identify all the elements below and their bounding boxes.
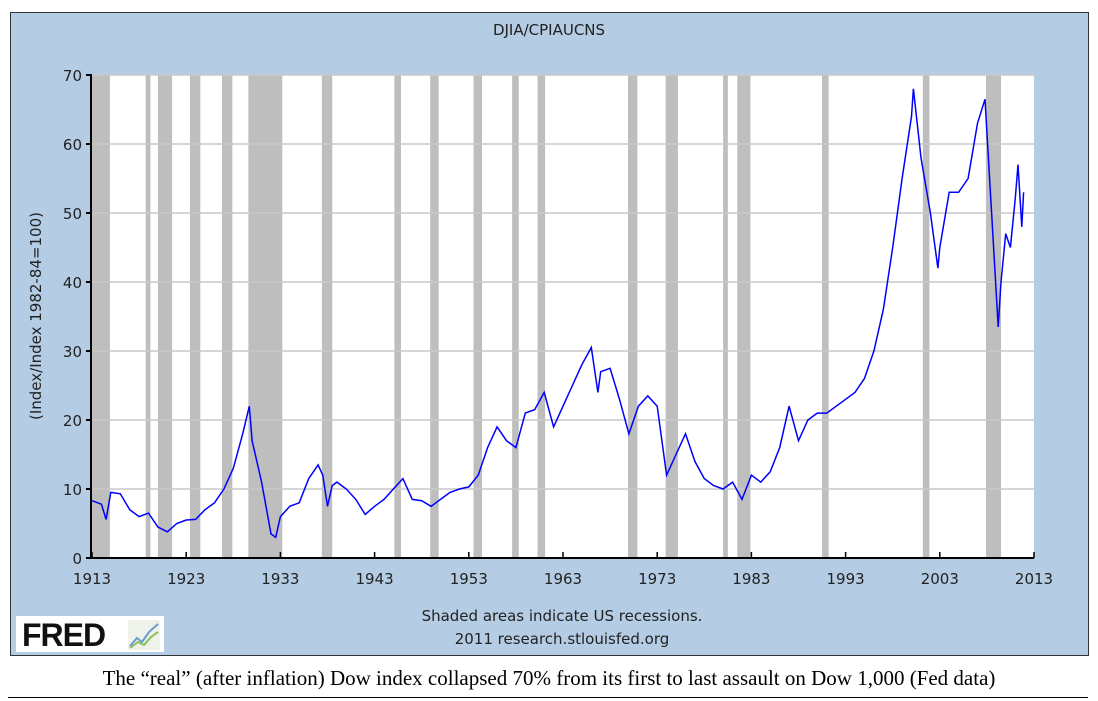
recession-band (627, 75, 638, 558)
x-tick-label: 1953 (450, 570, 488, 588)
recession-band (922, 75, 930, 558)
x-tick-label: 1983 (732, 570, 770, 588)
x-tick-label: 1993 (827, 570, 865, 588)
chart-logo-icon (128, 620, 160, 650)
fred-logo-text: FRED (22, 617, 106, 653)
recession-band (473, 75, 482, 558)
recession-band (537, 75, 546, 558)
recession-band (822, 75, 829, 558)
x-tick-label: 1943 (356, 570, 394, 588)
source-note: 2011 research.stlouisfed.org (455, 630, 670, 648)
x-tick-label: 1973 (638, 570, 676, 588)
x-tick-label: 1913 (73, 570, 111, 588)
x-tick-label: 1923 (167, 570, 205, 588)
recession-band (512, 75, 519, 558)
recession-band (985, 75, 1002, 558)
recession-band (92, 75, 110, 558)
x-tick-label: 2003 (921, 570, 959, 588)
fred-logo: FRED (16, 616, 164, 653)
series-line (91, 88, 1025, 539)
y-tick-label: 10 (63, 481, 82, 499)
recession-band (723, 75, 728, 558)
recession-band (430, 75, 439, 558)
recession-band (394, 75, 401, 558)
recession-band (157, 75, 173, 558)
y-tick-label: 70 (63, 67, 82, 85)
recession-band (221, 75, 233, 558)
recession-band (737, 75, 751, 558)
caption: The “real” (after inflation) Dow index c… (102, 666, 996, 690)
caption-rule (8, 697, 1088, 698)
x-tick-label: 1963 (544, 570, 582, 588)
recession-band (145, 75, 151, 558)
y-tick-label: 0 (72, 550, 82, 568)
recession-band (321, 75, 333, 558)
chart-title: DJIA/CPIAUCNS (493, 21, 605, 39)
y-tick-label: 40 (63, 274, 82, 292)
recession-band (248, 75, 283, 558)
recession-band (665, 75, 678, 558)
x-tick-label: 2013 (1015, 570, 1053, 588)
x-tick-label: 1933 (261, 570, 299, 588)
y-axis-label: (Index/Index 1982-84=100) (27, 212, 45, 420)
y-tick-label: 50 (63, 205, 82, 223)
recession-band (189, 75, 201, 558)
y-tick-label: 60 (63, 136, 82, 154)
recession-note: Shaded areas indicate US recessions. (422, 607, 703, 625)
y-tick-label: 20 (63, 412, 82, 430)
plot-area (92, 75, 1034, 558)
y-tick-label: 30 (63, 343, 82, 361)
